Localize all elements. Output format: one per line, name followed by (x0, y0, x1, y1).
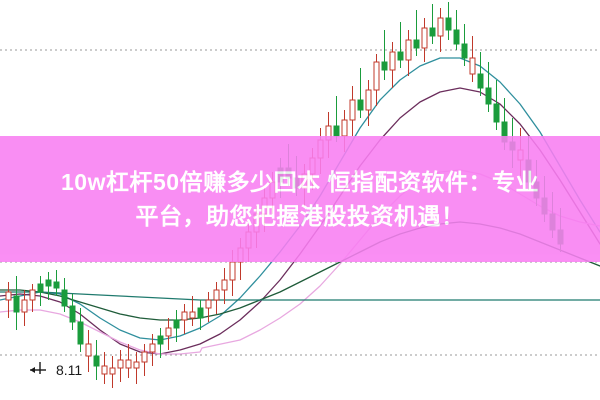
candle-body (517, 149, 524, 161)
candle-body (309, 157, 316, 175)
candle-body (413, 39, 420, 49)
candle-body (285, 167, 292, 179)
candle-body (477, 73, 484, 89)
candle-body (357, 99, 364, 111)
candle-body (373, 61, 380, 91)
candle-body (557, 229, 564, 245)
candle-body (317, 139, 324, 159)
candle-body (445, 17, 452, 31)
candle-body (437, 17, 444, 37)
candle-body (173, 319, 180, 329)
candle-body (533, 181, 540, 199)
candle-body (117, 359, 124, 369)
candle-body (261, 197, 268, 215)
candle-body (189, 311, 196, 319)
candle-body (53, 281, 60, 289)
candle-body (125, 359, 132, 369)
candle-body (541, 197, 548, 215)
candle-body (253, 213, 260, 233)
candle-body (77, 321, 84, 345)
candle-body (349, 99, 356, 121)
candle-body (469, 57, 476, 75)
candle-body (213, 289, 220, 301)
ma-line-ma_flat_teal (0, 291, 600, 301)
gridlines (0, 49, 600, 356)
candle-body (109, 367, 116, 375)
date-annotation-label: 8.11 (56, 362, 83, 378)
candle-body (5, 291, 12, 301)
candle-body (69, 305, 76, 323)
candle-body (237, 247, 244, 263)
candle-body (293, 177, 300, 189)
candle-body (389, 51, 396, 71)
candle-body (205, 299, 212, 309)
candle-body (525, 159, 532, 183)
candle-body (509, 141, 516, 151)
candle-body (549, 213, 556, 231)
candle-body (405, 39, 412, 61)
candle-body (493, 103, 500, 123)
candle-body (277, 167, 284, 183)
candle-body (333, 125, 340, 137)
candle-body (197, 307, 204, 319)
candle-body (485, 87, 492, 105)
candle-body (85, 343, 92, 357)
candle-body (149, 343, 156, 353)
candle-body (421, 27, 428, 49)
candle-body (13, 295, 20, 313)
candle-body (45, 279, 52, 287)
candle-body (381, 61, 388, 71)
candle-body (157, 335, 164, 345)
candle-body (29, 289, 36, 301)
candle-body (245, 231, 252, 249)
candle-body (229, 261, 236, 281)
candle-body (461, 43, 468, 59)
candle-body (429, 27, 436, 37)
candle-body (221, 279, 228, 291)
candle-body (341, 119, 348, 137)
candle-body (61, 289, 68, 307)
candle-body (37, 283, 44, 293)
candle-body (365, 89, 372, 111)
candle-body (269, 181, 276, 199)
candle-body (397, 51, 404, 61)
candle-body (93, 355, 100, 367)
candle-body (101, 365, 108, 375)
candle-body (325, 125, 332, 141)
candle-body (21, 299, 28, 313)
candle-body (501, 121, 508, 143)
candle-body (133, 361, 140, 369)
candle-body (301, 173, 308, 189)
annotation-arrow-head (30, 367, 35, 373)
candle-body (453, 29, 460, 45)
axis-marker (30, 362, 46, 374)
candle-body (165, 327, 172, 337)
candle-body (181, 311, 188, 321)
candle-body (141, 351, 148, 363)
